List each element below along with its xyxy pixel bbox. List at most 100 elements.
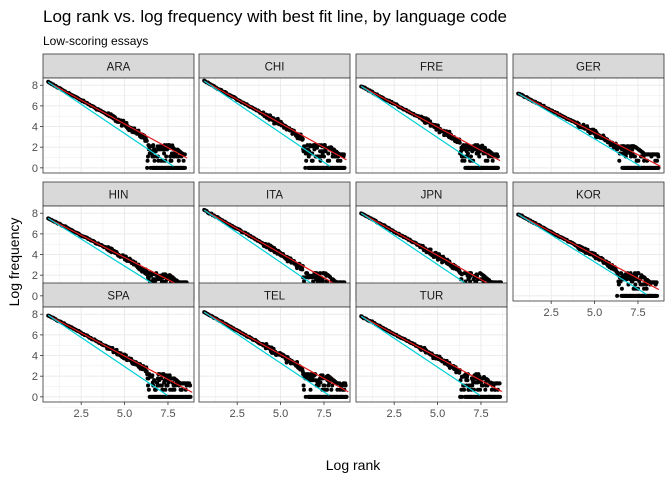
facet-label-chi: CHI — [265, 62, 285, 74]
cyan-fit-line — [360, 85, 481, 167]
data-point — [616, 271, 621, 276]
data-point — [462, 158, 467, 163]
red-fit-line — [360, 212, 504, 293]
cyan-fit-line — [360, 212, 483, 295]
data-point — [169, 158, 174, 163]
data-point — [150, 373, 155, 378]
data-point — [303, 165, 308, 170]
data-point — [153, 149, 158, 154]
data-point — [465, 378, 470, 383]
cyan-fit-line — [517, 92, 641, 167]
red-fit-line — [47, 314, 193, 393]
cyan-fit-line — [47, 217, 171, 295]
y-tick-label: 8 — [32, 80, 38, 92]
facet-label-tur: TUR — [420, 291, 444, 303]
data-point — [176, 158, 181, 163]
data-point — [301, 383, 306, 388]
red-fit-line — [47, 217, 190, 291]
data-point — [468, 154, 473, 159]
panel-border — [355, 77, 508, 174]
data-point — [489, 387, 494, 392]
panel-border — [42, 77, 195, 174]
data-point — [327, 158, 332, 163]
cyan-fit-line — [203, 80, 331, 167]
data-point — [182, 165, 187, 170]
data-point — [318, 380, 323, 385]
facet-label-fre: FRE — [420, 62, 443, 74]
data-point — [162, 151, 167, 156]
y-tick-label: 0 — [32, 163, 38, 175]
data-point — [318, 154, 323, 159]
facet-strip-kor — [512, 181, 665, 207]
data-point — [146, 154, 151, 159]
y-tick-label: 6 — [32, 101, 38, 113]
y-tick-label: 4 — [32, 250, 38, 262]
data-point — [618, 279, 623, 284]
data-point — [179, 387, 184, 392]
data-point — [615, 293, 620, 298]
data-point — [316, 383, 321, 388]
data-point — [145, 158, 150, 163]
data-point — [640, 282, 645, 287]
y-tick-label: 0 — [32, 291, 38, 303]
y-tick-label: 8 — [32, 309, 38, 321]
panel-border — [198, 306, 351, 403]
data-point — [318, 271, 323, 276]
data-point — [468, 279, 473, 284]
data-point — [624, 151, 629, 156]
x-tick-label: 7.5 — [473, 408, 488, 420]
y-tick-label: 6 — [32, 330, 38, 342]
data-point — [343, 383, 348, 388]
facet-label-hin: HIN — [109, 190, 129, 202]
data-point — [633, 282, 638, 287]
cyan-fit-line — [517, 213, 647, 295]
cyan-fit-line — [203, 209, 328, 295]
data-point — [656, 154, 661, 159]
data-point — [655, 293, 660, 298]
data-point — [636, 158, 641, 163]
data-point — [629, 154, 634, 159]
data-point — [341, 152, 346, 157]
data-point — [302, 144, 307, 149]
data-point — [656, 165, 661, 170]
data-point — [144, 138, 149, 143]
data-point — [302, 387, 307, 392]
chart-title: Log rank vs. log frequency with best fit… — [43, 7, 507, 26]
data-point — [654, 280, 659, 285]
data-point — [146, 387, 151, 392]
panel-border — [512, 77, 665, 174]
data-point — [483, 387, 488, 392]
data-point — [166, 380, 171, 385]
facet-tel: TEL 2.5 5.0 7.5 — [198, 282, 351, 420]
data-point — [477, 154, 482, 159]
data-point — [160, 279, 165, 284]
facet-label-ara: ARA — [107, 62, 131, 74]
facet-label-kor: KOR — [576, 190, 601, 202]
facet-strip-chi — [198, 53, 351, 79]
facet-label-jpn: JPN — [421, 190, 443, 202]
data-point — [460, 394, 465, 399]
data-point — [300, 267, 305, 272]
data-point — [338, 158, 343, 163]
data-point — [636, 271, 641, 276]
x-tick-label: 7.5 — [630, 307, 645, 319]
data-point — [151, 143, 156, 148]
points-ara — [46, 79, 187, 170]
cyan-fit-line — [47, 314, 168, 396]
data-point — [159, 376, 164, 381]
cyan-fit-line — [203, 311, 330, 396]
facet-ara: ARA 0 2 4 6 8 — [32, 53, 195, 179]
data-point — [320, 373, 325, 378]
data-point — [644, 286, 649, 291]
cyan-fit-line — [360, 315, 481, 396]
x-tick-label: 5.0 — [117, 408, 132, 420]
x-tick-label: 2.5 — [544, 307, 559, 319]
data-point — [632, 154, 637, 159]
data-point — [495, 165, 500, 170]
facet-strip-hin — [42, 181, 195, 207]
x-tick-label: 7.5 — [160, 408, 175, 420]
facet-label-ger: GER — [576, 62, 601, 74]
panel-border — [355, 306, 508, 403]
red-fit-line — [203, 209, 347, 292]
